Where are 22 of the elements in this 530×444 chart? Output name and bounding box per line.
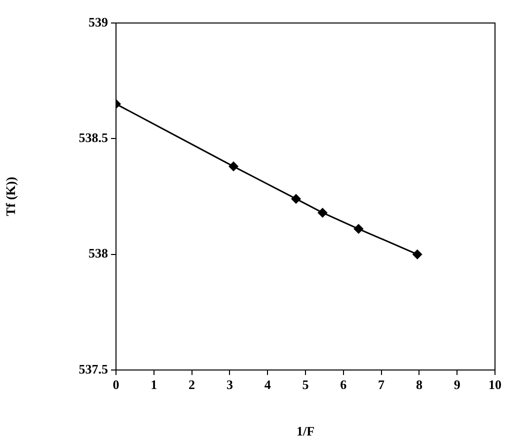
x-tick-label: 0	[112, 377, 120, 392]
y-axis-title: Tf (K))	[3, 176, 18, 216]
x-tick-label: 2	[188, 377, 196, 392]
y-tick-label: 538.5	[78, 130, 108, 146]
x-axis-title: 1/F	[296, 424, 315, 439]
point	[228, 161, 238, 172]
x-tick-label: 4	[264, 377, 272, 392]
point	[354, 224, 364, 234]
point	[291, 194, 302, 204]
y-tick-label: 538	[88, 246, 108, 261]
point	[412, 249, 422, 260]
x-tick-label: 1	[150, 377, 158, 392]
y-tick-label: 537.5	[78, 361, 108, 376]
x-tick-label: 9	[454, 377, 461, 392]
x-tick-label: 7	[378, 377, 386, 392]
x-tick-label: 6	[340, 377, 348, 392]
x-tick-label: 8	[416, 377, 423, 392]
y-tick-label: 539	[88, 14, 108, 30]
x-tick-label: 5	[302, 377, 310, 392]
x-tick-label: 10	[488, 377, 502, 392]
point	[318, 208, 328, 218]
x-tick-label: 3	[226, 377, 234, 392]
